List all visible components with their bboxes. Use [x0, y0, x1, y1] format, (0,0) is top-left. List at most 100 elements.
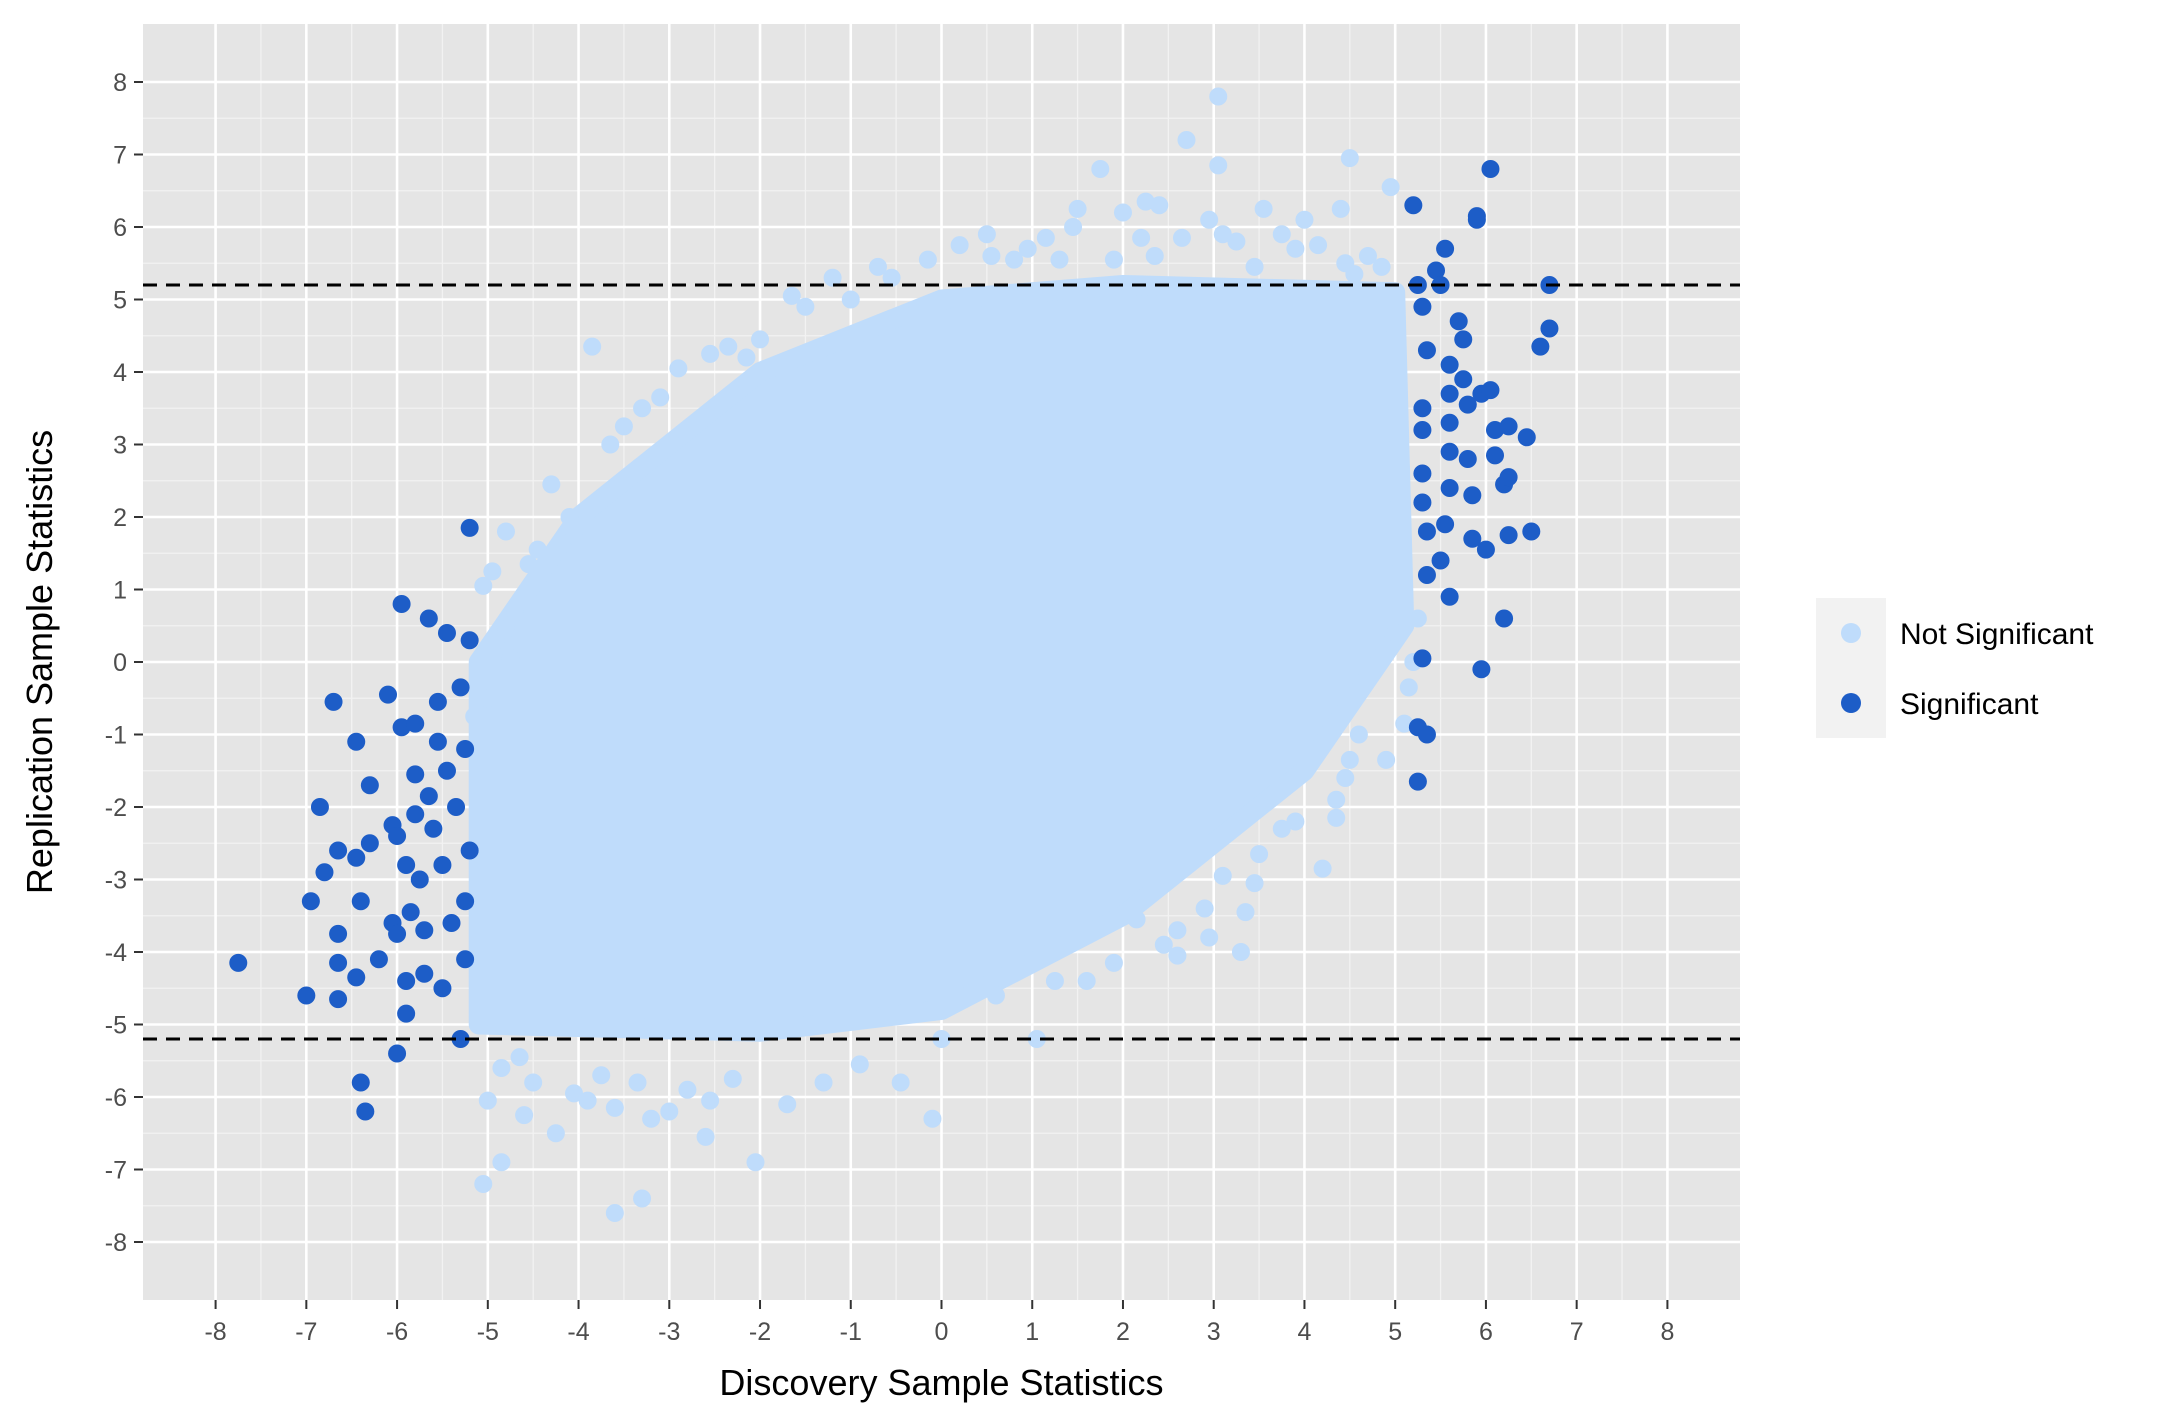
point-not-significant	[1064, 218, 1083, 236]
point-significant	[1458, 450, 1477, 468]
y-tick-label: -1	[105, 722, 127, 750]
point-significant	[406, 714, 425, 733]
point-not-significant	[1154, 935, 1173, 954]
point-significant	[397, 856, 416, 874]
point-not-significant	[950, 236, 969, 255]
point-significant	[410, 870, 429, 889]
point-significant	[360, 776, 379, 795]
point-not-significant	[1213, 225, 1232, 244]
point-not-significant	[1254, 199, 1273, 218]
point-not-significant	[814, 1073, 833, 1092]
x-tick-label: 5	[1388, 1318, 1402, 1346]
point-significant	[1413, 297, 1432, 316]
point-significant	[397, 1004, 416, 1023]
x-tick-label: 3	[1207, 1318, 1221, 1346]
x-tick-label: 1	[1025, 1318, 1039, 1346]
point-not-significant	[1227, 232, 1246, 251]
point-not-significant	[496, 620, 515, 639]
point-significant	[329, 924, 348, 943]
point-not-significant	[1172, 228, 1191, 247]
point-significant	[388, 827, 407, 845]
point-not-significant	[1145, 247, 1164, 265]
y-tick-label: -2	[105, 794, 127, 822]
point-significant	[356, 1102, 375, 1121]
y-tick-label: 3	[113, 432, 127, 460]
point-significant	[1436, 515, 1455, 534]
point-significant	[1499, 526, 1518, 545]
point-not-significant	[1200, 210, 1219, 229]
legend-swatch-not-significant	[1841, 623, 1861, 643]
point-not-significant	[1327, 808, 1346, 827]
point-significant	[437, 761, 456, 780]
x-tick-label: -3	[658, 1318, 680, 1346]
point-not-significant	[882, 268, 901, 287]
x-tick-label: 4	[1298, 1318, 1312, 1346]
point-not-significant	[1309, 236, 1328, 255]
point-significant	[1436, 239, 1455, 258]
point-not-significant	[1336, 769, 1355, 787]
point-not-significant	[932, 1030, 951, 1048]
point-significant	[1431, 551, 1450, 570]
point-not-significant	[465, 707, 484, 726]
x-tick-label: 0	[935, 1318, 949, 1346]
point-significant	[347, 848, 366, 867]
point-not-significant	[492, 1153, 511, 1172]
point-not-significant	[850, 1055, 869, 1074]
point-not-significant	[746, 1153, 765, 1172]
point-significant	[447, 798, 466, 816]
point-not-significant	[669, 359, 688, 378]
x-tick-label: -1	[840, 1318, 862, 1346]
point-significant	[456, 740, 475, 758]
point-significant	[1413, 649, 1432, 668]
point-significant	[1413, 399, 1432, 418]
point-not-significant	[1168, 921, 1187, 940]
point-not-significant	[565, 526, 584, 545]
y-tick-label: -8	[105, 1229, 127, 1257]
y-tick-label: 2	[113, 504, 127, 532]
point-not-significant	[1286, 239, 1305, 258]
point-not-significant	[506, 602, 525, 621]
point-not-significant	[474, 576, 493, 595]
point-not-significant	[560, 508, 579, 526]
point-significant	[1404, 196, 1423, 215]
point-not-significant	[1050, 250, 1069, 269]
point-not-significant	[1104, 250, 1123, 269]
point-significant	[388, 1044, 407, 1063]
point-not-significant	[1245, 874, 1264, 893]
major-gridlines	[143, 24, 1740, 1300]
point-not-significant	[1386, 624, 1405, 642]
point-not-significant	[519, 555, 538, 574]
point-not-significant	[1036, 228, 1055, 247]
point-significant	[378, 685, 397, 704]
point-significant	[1413, 493, 1432, 512]
point-not-significant	[1377, 750, 1396, 769]
point-not-significant	[1132, 228, 1151, 247]
point-significant	[1499, 417, 1518, 436]
point-not-significant	[737, 348, 756, 367]
x-axis-ticks: -8 -7 -6 -5 -4 -3 -2 -1 0 1 2 3 4 5 6 7 8	[204, 1300, 1674, 1346]
point-not-significant	[751, 330, 770, 349]
point-significant	[1463, 529, 1482, 548]
point-significant	[1454, 370, 1473, 389]
x-tick-label: -6	[386, 1318, 408, 1346]
point-not-significant	[1200, 928, 1219, 947]
point-significant	[1440, 355, 1459, 374]
point-not-significant	[701, 1091, 720, 1110]
point-not-significant	[633, 399, 652, 418]
point-significant	[324, 692, 343, 711]
point-significant	[1531, 337, 1550, 356]
point-significant	[460, 841, 479, 860]
point-not-significant	[1250, 845, 1269, 864]
y-tick-label: -7	[105, 1157, 127, 1185]
y-axis-title: Replication Sample Statistics	[19, 430, 60, 894]
point-significant	[1440, 479, 1459, 497]
point-significant	[310, 798, 329, 816]
point-not-significant	[1231, 943, 1250, 961]
point-significant	[297, 986, 316, 1005]
point-significant	[451, 1030, 470, 1048]
y-tick-label: 5	[113, 287, 127, 315]
point-significant	[1467, 207, 1486, 226]
point-significant	[1522, 522, 1541, 541]
point-significant	[451, 678, 470, 697]
